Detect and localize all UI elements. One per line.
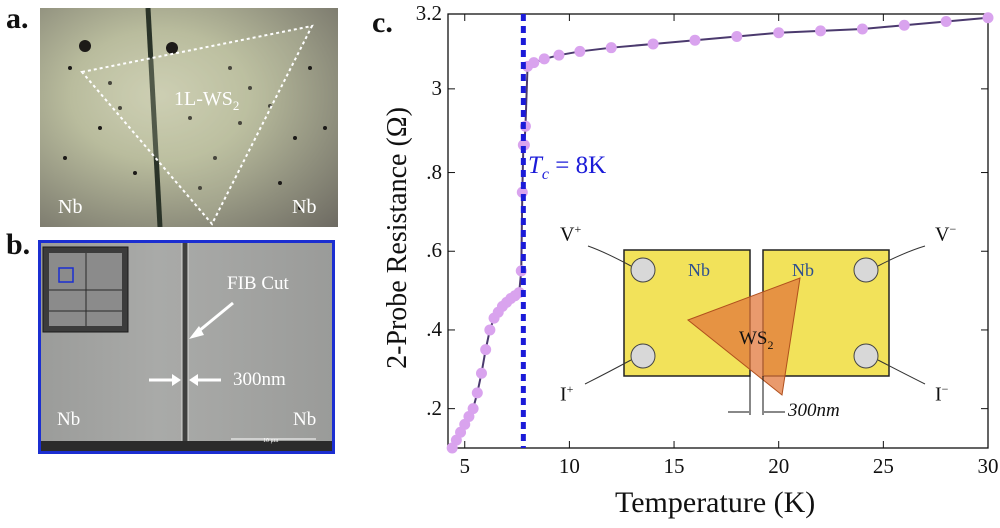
x-tick-label: 30	[977, 454, 999, 478]
data-point	[475, 367, 487, 379]
data-point	[982, 12, 994, 24]
nb-left-label-b: Nb	[57, 409, 81, 430]
chart-series	[446, 12, 994, 454]
data-point	[815, 25, 827, 37]
data-point	[898, 19, 910, 31]
data-point	[467, 403, 479, 415]
data-point	[773, 27, 785, 39]
plot-frame	[447, 13, 989, 449]
ws2-flake	[686, 277, 801, 396]
data-point	[731, 30, 743, 42]
probe-i-plus	[630, 343, 656, 369]
chart-ticks	[448, 13, 989, 448]
device-schematic	[584, 245, 926, 415]
x-tick-label: 10	[558, 454, 580, 478]
optical-micrograph: 1L-WS2 Nb Nb	[40, 8, 338, 227]
data-point	[480, 344, 492, 356]
sem-image: FIB Cut 300nm Nb Nb 10 μm	[38, 240, 335, 454]
nb-left-label-a: Nb	[58, 196, 83, 218]
fib-cut-label: FIB Cut	[227, 273, 289, 294]
y-tick-label: 3.2	[415, 1, 442, 25]
y-tick-label: .6	[426, 238, 442, 263]
v-minus-label: V−	[935, 222, 957, 246]
i-minus-label: I−	[935, 382, 949, 406]
data-point	[940, 15, 952, 27]
left-pad-label: Nb	[688, 260, 710, 280]
data-point	[689, 34, 701, 46]
i-plus-label: I+	[560, 382, 574, 406]
data-point	[528, 57, 540, 69]
data-point	[856, 23, 868, 35]
data-point	[574, 45, 586, 57]
data-point	[471, 387, 483, 399]
data-point	[484, 324, 496, 336]
probe-i-minus	[853, 343, 879, 369]
y-axis-title: 2-Probe Resistance (Ω)	[382, 107, 413, 369]
x-tick-label: 15	[663, 454, 685, 478]
scalebar-label: 10 μm	[263, 438, 279, 444]
nb-right-label-b: Nb	[293, 409, 317, 430]
x-tick-label: 20	[768, 454, 790, 478]
data-point	[553, 49, 565, 61]
x-axis-title: Temperature (K)	[615, 486, 816, 519]
probe-v-plus	[630, 257, 656, 283]
data-point	[647, 38, 659, 50]
data-point	[605, 42, 617, 54]
nb-right-label-a: Nb	[292, 196, 317, 218]
tc-annotation: Tc = 8K	[528, 152, 607, 183]
right-pad-label: Nb	[792, 260, 814, 280]
panel-c-label: c.	[372, 6, 393, 39]
v-plus-label: V+	[560, 222, 582, 246]
y-tick-label: .2	[426, 395, 442, 420]
series-line	[451, 16, 989, 449]
gap-width-label: 300nm	[233, 369, 286, 390]
flake-label: 1L-WS2	[174, 88, 240, 113]
probe-v-minus	[853, 257, 879, 283]
chart-axes	[447, 13, 989, 449]
inset-gap-label: 300nm	[788, 400, 840, 421]
y-tick-label: .4	[426, 316, 442, 341]
inset-flake-label: WS2	[739, 328, 774, 352]
panel-b-label: b.	[6, 228, 31, 261]
x-tick-label: 5	[459, 454, 470, 478]
data-point	[538, 53, 550, 65]
y-tick-label: 3	[431, 75, 443, 100]
panel-a-label: a.	[6, 2, 29, 35]
x-tick-label: 25	[872, 454, 894, 478]
y-tick-label: .8	[426, 159, 442, 184]
